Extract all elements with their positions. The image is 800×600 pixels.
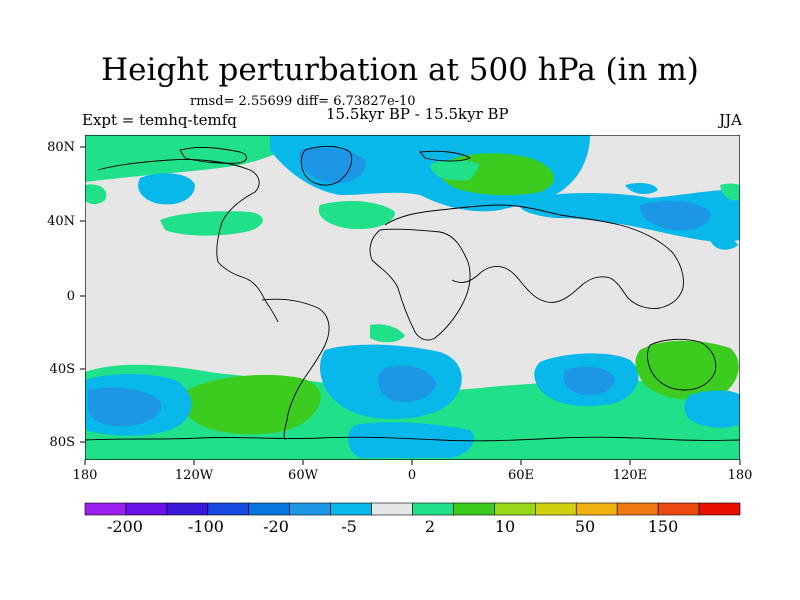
coastlines (85, 146, 740, 442)
colorbar-swatch (616, 502, 659, 516)
lon-label-60e: 60E (507, 468, 535, 483)
map-ticks (80, 146, 741, 465)
lon-label-180w: 180 (72, 468, 98, 483)
experiment-label: Expt = temhq-temfq (82, 111, 237, 129)
lat-label-40n: 40N (47, 214, 75, 229)
south-america-coast (261, 298, 330, 441)
colorbar-swatch (371, 502, 413, 516)
colorbar-label: 10 (494, 517, 516, 536)
colorbar-label: 2 (424, 517, 436, 536)
lat-label-40s: 40S (49, 362, 75, 377)
lon-label-180e: 180 (727, 468, 753, 483)
colorbar-label: 50 (574, 517, 596, 536)
colorbar-swatch (494, 502, 536, 516)
colorbar-swatch (330, 502, 372, 516)
stats-line: rmsd= 2.55699 diff= 6.73827e-10 (190, 94, 416, 109)
north-america-coast (97, 159, 279, 323)
colorbar-swatch (575, 502, 618, 516)
colorbar-swatch (412, 502, 454, 516)
colorbar-label: -20 (263, 517, 289, 536)
colorbar-swatch (125, 502, 168, 516)
colorbar-label: 150 (647, 517, 679, 536)
europe-asia-coast (384, 204, 684, 309)
north-field (85, 135, 740, 250)
africa-coast (369, 228, 471, 341)
australia-coast (647, 338, 717, 391)
colorbar-label: -200 (107, 517, 143, 536)
colorbar (84, 502, 741, 516)
lat-label-80s: 80S (49, 435, 75, 450)
period-label: 15.5kyr BP - 15.5kyr BP (326, 105, 509, 123)
south-field (85, 324, 740, 460)
lon-label-120w: 120W (174, 468, 214, 483)
antarctica-coast (85, 436, 740, 442)
colorbar-swatch (84, 502, 127, 516)
colorbar-label: -5 (341, 517, 357, 536)
colorbar-swatch (166, 502, 209, 516)
season-label: JJA (719, 111, 742, 129)
lon-label-0: 0 (407, 468, 417, 483)
colorbar-swatch (657, 502, 700, 516)
colorbar-swatch (453, 502, 495, 516)
lat-label-80n: 80N (47, 140, 75, 155)
arctic-islands (179, 146, 471, 164)
colorbar-swatch (289, 502, 331, 516)
colorbar-swatch (207, 502, 250, 516)
colorbar-swatch (535, 502, 577, 516)
lon-label-120e: 120E (612, 468, 648, 483)
map-field (85, 135, 740, 460)
colorbar-label: -100 (188, 517, 224, 536)
page-title: Height perturbation at 500 hPa (in m) (101, 52, 699, 88)
lat-label-0: 0 (66, 289, 75, 304)
colorbar-swatch (248, 502, 290, 516)
greenland-coast (300, 146, 353, 186)
lon-label-60w: 60W (288, 468, 318, 483)
colorbar-swatch (698, 502, 741, 516)
